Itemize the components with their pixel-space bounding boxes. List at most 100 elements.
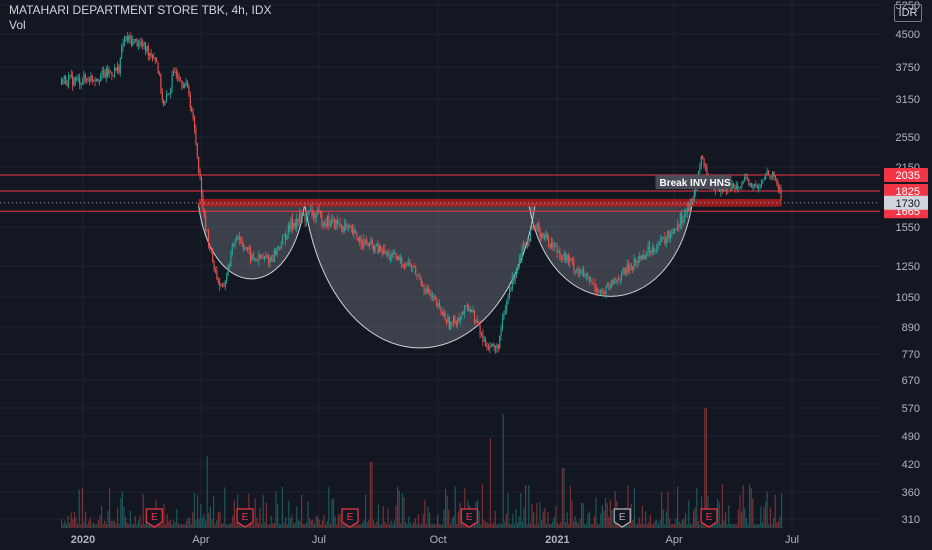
candle-body (448, 316, 450, 330)
time-axis-panel (0, 530, 880, 550)
volume-bar (166, 514, 168, 528)
volume-bar (61, 519, 63, 528)
volume-bar (214, 524, 216, 528)
candle-body (585, 273, 588, 276)
candle-body (67, 76, 70, 86)
candle-body (599, 290, 602, 293)
candle-body (506, 302, 508, 311)
candle-body (297, 219, 299, 222)
volume-bar (65, 524, 67, 528)
volume-bar (81, 487, 83, 528)
candle-body (66, 83, 68, 86)
volume-bar (182, 524, 184, 528)
volume-bar (552, 521, 554, 528)
candle-body (266, 257, 268, 259)
volume-bar (238, 524, 240, 528)
volume-bar (563, 468, 565, 528)
volume-bar (312, 519, 314, 528)
volume-bar (365, 494, 367, 528)
volume-bar (417, 514, 419, 528)
volume-bar (368, 520, 370, 528)
candle-body (648, 245, 651, 251)
volume-bar (315, 516, 317, 528)
candle-body (207, 230, 210, 246)
candle-body (235, 237, 238, 242)
candle-body (587, 273, 589, 278)
candle-body (346, 225, 348, 227)
candle-body (178, 77, 180, 81)
candle-body (420, 279, 422, 286)
candle-body (137, 45, 140, 47)
volume-bar (489, 438, 491, 528)
candle-body (279, 246, 281, 248)
volume-bar (328, 487, 330, 528)
candle-body (609, 286, 611, 288)
candle-body (564, 253, 567, 261)
volume-bar (593, 516, 595, 528)
candle-body (581, 269, 583, 271)
volume-bar (494, 510, 496, 528)
volume-bar (736, 524, 738, 528)
volume-bar (753, 524, 755, 528)
candle-body (402, 264, 404, 266)
volume-bar (285, 517, 287, 528)
candle-body (462, 311, 464, 314)
candle-body (496, 345, 498, 349)
candle-body (238, 237, 240, 240)
volume-bar (205, 520, 207, 528)
volume-bar (702, 522, 704, 528)
candles (60, 31, 782, 354)
candle-body (209, 245, 211, 250)
volume-bar (392, 524, 394, 528)
earnings-marker-label: E (151, 512, 158, 523)
volume-bar (478, 510, 480, 528)
candle-body (115, 67, 117, 71)
candle-body (349, 225, 351, 228)
x-tick-label: Apr (192, 534, 209, 546)
candle-body (457, 318, 459, 325)
candle-body (489, 346, 491, 349)
candle-body (689, 200, 691, 211)
candle-body (598, 291, 600, 293)
volume-bar (408, 516, 410, 528)
currency-badge[interactable]: IDR (894, 4, 922, 22)
volume-bar (158, 523, 160, 528)
candle-body (123, 37, 126, 43)
volume-bar (321, 520, 323, 528)
candle-body (452, 316, 455, 323)
candle-body (605, 286, 607, 294)
candle-body (242, 244, 245, 249)
candle-body (294, 223, 296, 228)
candle-body (170, 88, 172, 94)
volume-bar (254, 498, 256, 528)
volume-bar (421, 523, 423, 528)
candle-body (618, 279, 620, 281)
volume-bar (112, 520, 114, 528)
volume-bar (400, 523, 402, 528)
candle-body (329, 224, 331, 226)
volume-bar (331, 499, 333, 528)
candle-body (254, 258, 256, 260)
volume-bar (97, 520, 99, 528)
candle-body (592, 283, 595, 284)
candle-body (181, 81, 183, 85)
volume-bar (672, 523, 674, 528)
price-label-box (884, 168, 928, 183)
volume-bar (419, 523, 421, 528)
candle-body (290, 219, 292, 230)
candle-body (413, 266, 415, 267)
volume-bar (385, 524, 387, 528)
volume-bar (249, 521, 251, 528)
candle-body (490, 346, 492, 348)
candle-body (121, 46, 123, 59)
volume-bar (629, 524, 631, 528)
candle-body (443, 312, 445, 316)
volume-bar (441, 524, 443, 528)
candle-body (249, 249, 252, 261)
volume-bar (275, 491, 277, 528)
candle-body (494, 346, 497, 349)
volume-bar (99, 515, 101, 528)
candle-body (216, 270, 218, 280)
candle-body (528, 238, 530, 242)
